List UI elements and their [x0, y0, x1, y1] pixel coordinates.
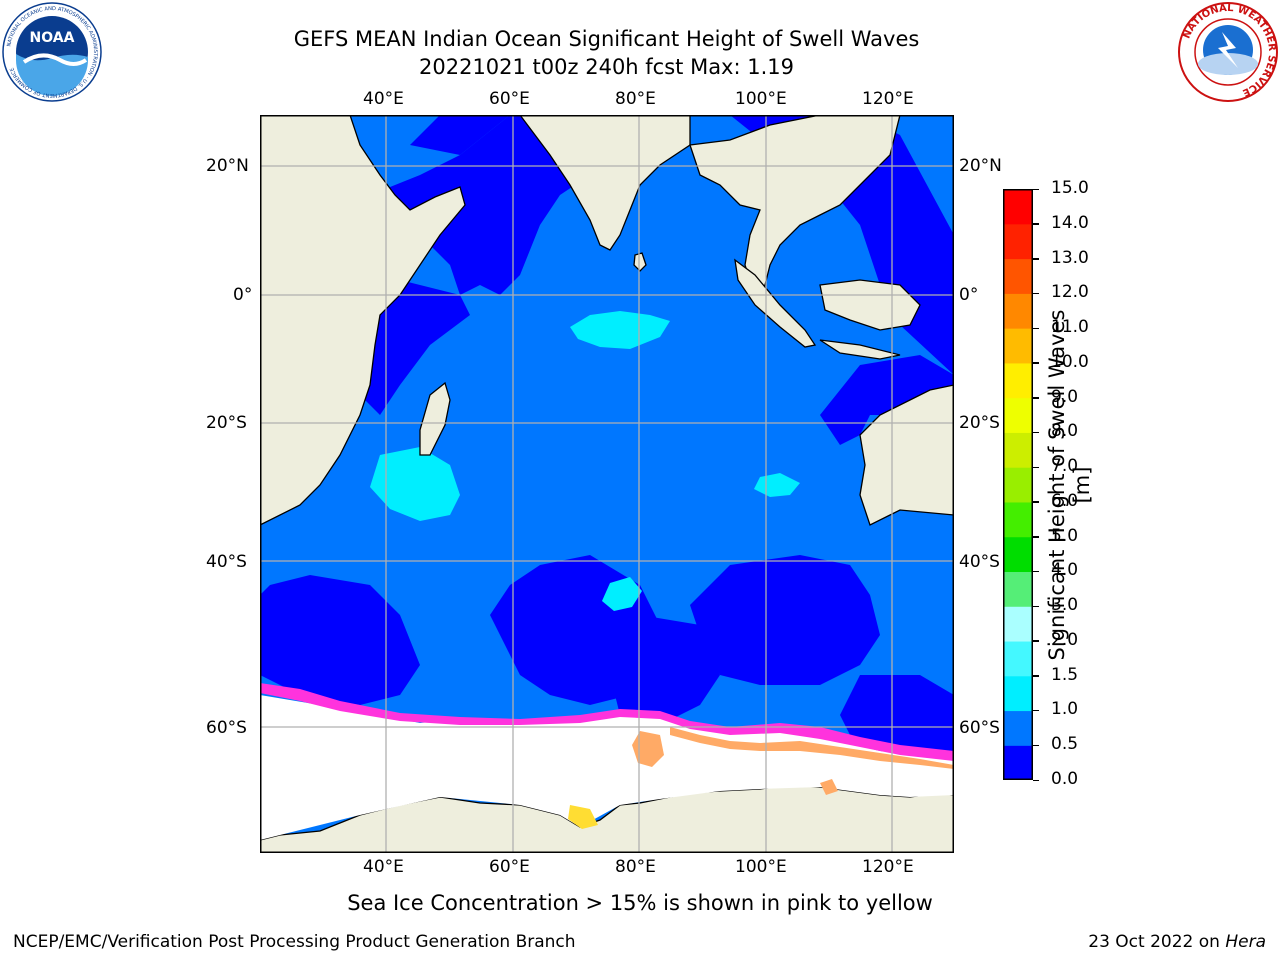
- colorbar-tick: [1033, 258, 1039, 260]
- colorbar-tick: [1033, 709, 1039, 712]
- lat-label-left: 0°: [233, 285, 253, 305]
- colorbar-tick-label: 3.0: [1051, 595, 1079, 616]
- lat-label-left: 40°S: [206, 552, 247, 572]
- lat-label-left: 20°S: [206, 413, 247, 433]
- colorbar-tick: [1033, 744, 1039, 747]
- lon-label-top: 40°E: [363, 89, 404, 109]
- lat-label-right: 20°N: [959, 156, 1002, 176]
- lon-label-top: 80°E: [615, 89, 656, 109]
- colorbar-tick: [1033, 640, 1039, 642]
- noaa-logo-text: NOAA: [30, 30, 75, 46]
- lon-label-bottom: 80°E: [615, 857, 656, 877]
- colorbar-segment: [1003, 536, 1033, 573]
- colorbar-tick-label: 5.0: [1051, 525, 1079, 546]
- colorbar-segment: [1003, 432, 1033, 468]
- colorbar-tick: [1033, 501, 1039, 503]
- colorbar-segment: [1003, 571, 1033, 607]
- colorbar-tick-label: 4.0: [1051, 560, 1079, 581]
- colorbar-tick: [1033, 605, 1039, 608]
- colorbar-tick: [1033, 466, 1039, 469]
- colorbar-tick-label: 14.0: [1051, 212, 1089, 233]
- colorbar-segment: [1003, 362, 1033, 399]
- colorbar-tick-label: 1.0: [1051, 699, 1079, 720]
- lon-label-bottom: 100°E: [735, 857, 787, 877]
- nws-seal-icon: NATIONAL WEATHER SERVICE: [1178, 2, 1278, 102]
- lat-label-left: 60°S: [206, 718, 247, 738]
- colorbar: [1003, 189, 1033, 780]
- lon-label-bottom: 60°E: [489, 857, 530, 877]
- colorbar-segment: [1003, 640, 1033, 677]
- sea-ice-edge: [260, 683, 954, 829]
- colorbar-segment: [1003, 501, 1033, 538]
- colorbar-tick-label: 6.0: [1051, 490, 1079, 511]
- swell-height-map: [260, 115, 954, 853]
- lat-label-right: 40°S: [959, 552, 1000, 572]
- colorbar-tick: [1033, 292, 1039, 295]
- colorbar-tick-label: 15.0: [1051, 178, 1089, 198]
- map-border: [260, 115, 954, 853]
- footer-date-text: 23 Oct 2022 on: [1088, 932, 1220, 952]
- colorbar-tick: [1033, 570, 1039, 573]
- lat-label-right: 0°: [959, 285, 979, 305]
- chart-subtitle: 20221021 t00z 240h fcst Max: 1.19: [419, 55, 794, 79]
- colorbar-tick: [1033, 536, 1039, 538]
- gridlines: [260, 115, 954, 853]
- colorbar-tick-label: 8.0: [1051, 421, 1079, 442]
- lat-label-right: 60°S: [959, 718, 1000, 738]
- lat-label-left: 20°N: [206, 156, 249, 176]
- colorbar-segment: [1003, 258, 1033, 294]
- colorbar-segment: [1003, 223, 1033, 260]
- lon-label-top: 120°E: [862, 89, 914, 109]
- footer-credit: NCEP/EMC/Verification Post Processing Pr…: [13, 932, 576, 952]
- sea-ice-caption: Sea Ice Concentration > 15% is shown in …: [347, 891, 933, 915]
- colorbar-tick-label: 0.5: [1051, 734, 1079, 755]
- colorbar-segment: [1003, 606, 1033, 642]
- colorbar-segment: [1003, 675, 1033, 712]
- colorbar-tick-label: 0.0: [1051, 769, 1079, 789]
- colorbar-tick-label: 12.0: [1051, 282, 1089, 303]
- colorbar-tick: [1033, 675, 1039, 677]
- lon-label-bottom: 120°E: [862, 857, 914, 877]
- lon-label-top: 100°E: [735, 89, 787, 109]
- lon-label-bottom: 40°E: [363, 857, 404, 877]
- colorbar-segment: [1003, 745, 1033, 780]
- footer-machine: Hera: [1225, 932, 1266, 952]
- lon-label-top: 60°E: [489, 89, 530, 109]
- colorbar-tick-label: 11.0: [1051, 317, 1089, 338]
- colorbar-segment: [1003, 467, 1033, 503]
- colorbar-tick-label: 13.0: [1051, 247, 1089, 268]
- colorbar-segment: [1003, 710, 1033, 746]
- colorbar-tick-label: 10.0: [1051, 351, 1089, 372]
- colorbar-tick: [1033, 188, 1039, 190]
- colorbar-label: Significant Height of Swell Waves [m]: [1045, 309, 1094, 661]
- colorbar-tick: [1033, 397, 1039, 399]
- colorbar-tick: [1033, 431, 1039, 434]
- colorbar-segment: [1003, 189, 1033, 225]
- colorbar-tick: [1033, 779, 1039, 781]
- colorbar-segment: [1003, 328, 1033, 364]
- colorbar-tick-label: 9.0: [1051, 386, 1079, 407]
- colorbar-segment: [1003, 397, 1033, 433]
- swell-low-regions: [260, 115, 954, 755]
- colorbar-segment: [1003, 293, 1033, 329]
- chart-title: GEFS MEAN Indian Ocean Significant Heigh…: [293, 27, 920, 51]
- colorbar-tick: [1033, 223, 1039, 225]
- colorbar-tick-label: 7.0: [1051, 456, 1079, 477]
- colorbar-tick-label: 1.5: [1051, 664, 1079, 685]
- colorbar-tick: [1033, 327, 1039, 330]
- noaa-seal-icon: NOAA NATIONAL OCEANIC AND ATMOSPHERIC AD…: [2, 2, 102, 102]
- colorbar-tick: [1033, 362, 1039, 364]
- lat-label-right: 20°S: [959, 413, 1000, 433]
- footer-date: 23 Oct 2022 on Hera: [1088, 932, 1266, 952]
- colorbar-tick-label: 2.0: [1051, 629, 1079, 650]
